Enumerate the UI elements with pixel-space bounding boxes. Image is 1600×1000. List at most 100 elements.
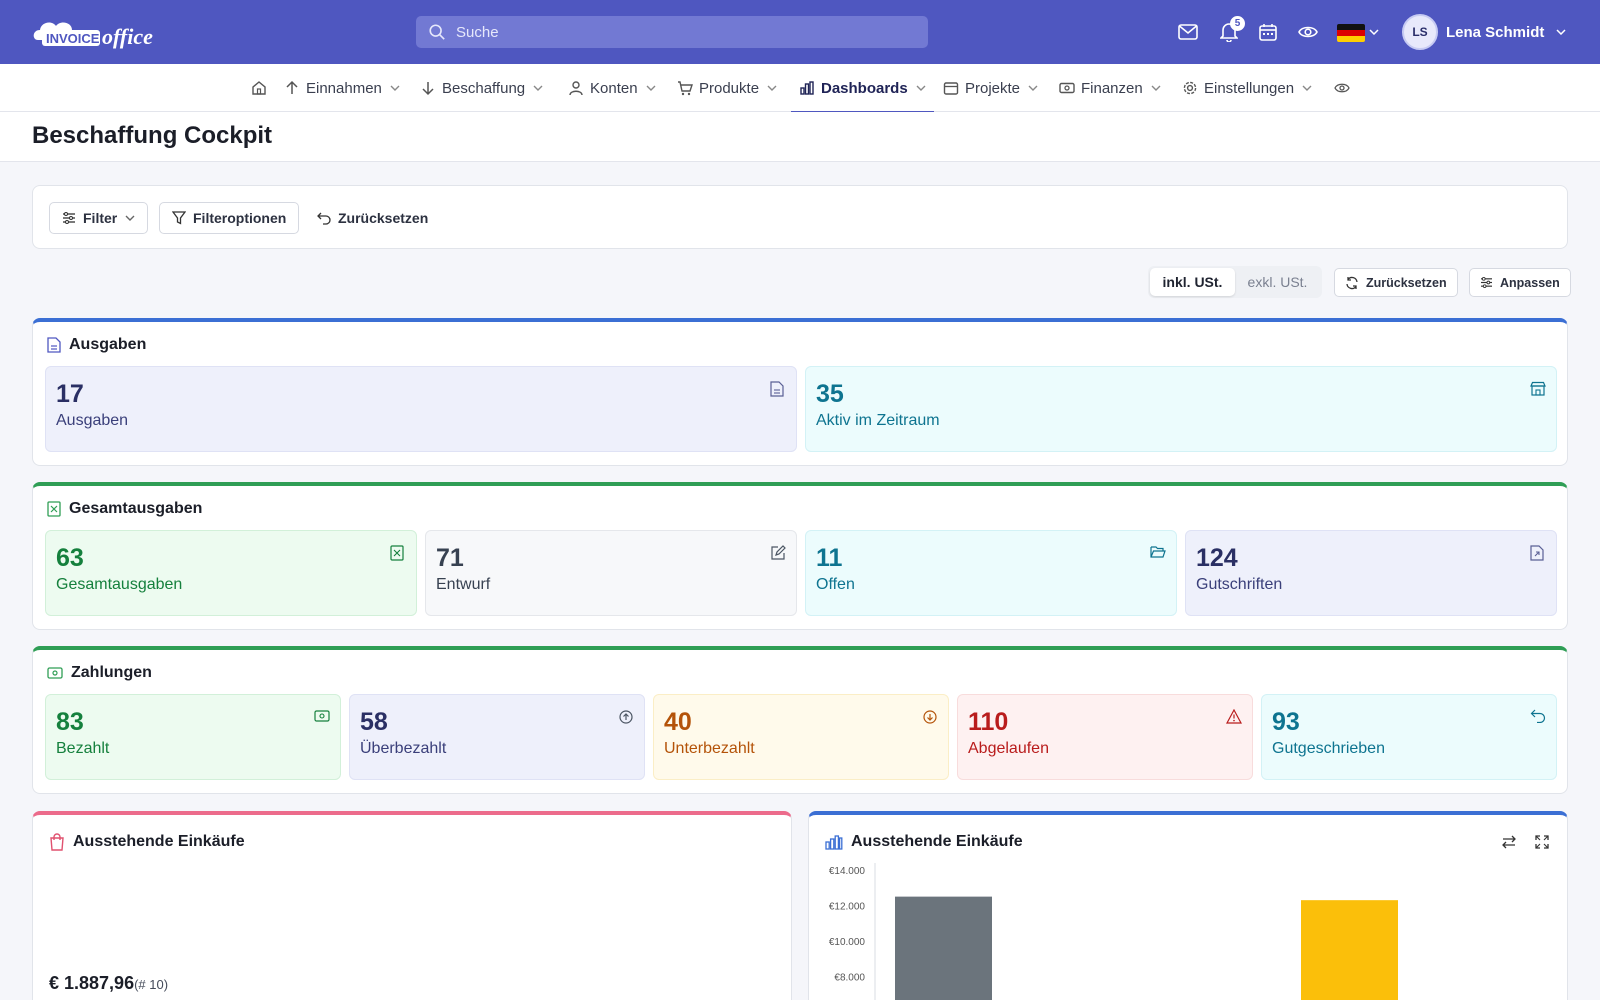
y-tick-label: €14.000	[829, 866, 866, 877]
home-icon	[251, 80, 267, 96]
pending-purchases-card: Ausstehende Einkäufe € 1.887,96(# 10)	[32, 811, 792, 1000]
section-title: Zahlungen	[47, 664, 152, 682]
logo-text-invoice: INVOICE	[46, 31, 100, 46]
filter-reset-button[interactable]: Zurücksetzen	[317, 202, 428, 234]
credit-note-icon	[1530, 545, 1546, 561]
filter-button[interactable]: Filter	[49, 202, 149, 234]
nav-beschaffung[interactable]: Beschaffung	[420, 64, 543, 112]
chevron-down-icon	[125, 215, 135, 221]
refresh-reset-label: Zurücksetzen	[1366, 275, 1447, 290]
kpi-value: 83	[56, 708, 84, 736]
nav-produkte[interactable]: Produkte	[677, 64, 777, 112]
undo-icon	[1530, 709, 1546, 725]
chevron-down-icon	[1028, 85, 1038, 91]
nav-label: Einnahmen	[306, 79, 382, 97]
kpi-tile-gesamtausgaben[interactable]: 63 Gesamtausgaben	[45, 530, 417, 616]
chevron-down-icon	[1151, 85, 1161, 91]
customize-button[interactable]: Anpassen	[1469, 268, 1571, 297]
nav-einstellungen[interactable]: Einstellungen	[1182, 64, 1312, 112]
nav-label: Einstellungen	[1204, 79, 1295, 97]
incl-tax-option[interactable]: inkl. USt.	[1150, 268, 1235, 296]
bar-chart-icon	[799, 80, 815, 96]
excl-tax-option[interactable]: exkl. USt.	[1247, 274, 1308, 290]
spreadsheet-icon	[47, 501, 61, 517]
chevron-down-icon	[1302, 85, 1312, 91]
kpi-value: 40	[664, 708, 692, 736]
cart-icon	[677, 80, 693, 96]
pending-chart-card: Ausstehende Einkäufe €14.000 €12.000 €10.0…	[808, 811, 1568, 1000]
refresh-reset-button[interactable]: Zurücksetzen	[1334, 268, 1458, 297]
sliders-icon	[1481, 277, 1492, 288]
nav-label: Projekte	[965, 79, 1021, 97]
search-icon	[429, 24, 445, 40]
document-icon	[47, 337, 61, 353]
kpi-tile-offen[interactable]: 11 Offen	[805, 530, 1177, 616]
nav-finanzen[interactable]: Finanzen	[1059, 64, 1161, 112]
chevron-down-icon	[646, 85, 656, 91]
kpi-value: 17	[56, 380, 84, 408]
nav-label: Dashboards	[821, 79, 908, 97]
user-menu[interactable]: LS Lena Schmidt	[1402, 14, 1566, 50]
page-title: Beschaffung Cockpit	[32, 122, 273, 149]
nav-konten[interactable]: Konten	[568, 64, 656, 112]
nav-eye-toggle[interactable]	[1334, 64, 1356, 112]
language-flag-icon[interactable]	[1337, 24, 1365, 42]
kpi-tile-entwurf[interactable]: 71 Entwurf	[425, 530, 797, 616]
kpi-tile-abgelaufen[interactable]: 110 Abgelaufen	[957, 694, 1253, 780]
kpi-value: 58	[360, 708, 388, 736]
section-zahlungen: Zahlungen 83 Bezahlt 58 Überbezahlt 40 U…	[32, 646, 1568, 794]
kpi-value: 11	[816, 544, 843, 572]
pending-amount: € 1.887,96(# 10)	[49, 973, 168, 994]
customize-label: Anpassen	[1500, 275, 1560, 290]
shopping-bag-icon	[50, 833, 64, 851]
swap-icon[interactable]	[1501, 835, 1517, 849]
chevron-down-icon	[390, 85, 400, 91]
user-icon	[568, 80, 584, 96]
nav-projekte[interactable]: Projekte	[943, 64, 1038, 112]
top-bar: INVOICE office 5 LS Lena Schmidt	[0, 0, 1600, 64]
arrow-down-icon	[420, 80, 436, 96]
bell-icon[interactable]: 5	[1218, 16, 1245, 43]
section-title-text: Gesamtausgaben	[69, 500, 203, 517]
pending-bar-chart: €14.000 €12.000 €10.000 €8.000	[829, 863, 1398, 1000]
logo-text-office: office	[102, 24, 153, 49]
warning-icon	[1226, 709, 1242, 725]
kpi-tile-aktiv[interactable]: 35 Aktiv im Zeitraum	[805, 366, 1557, 452]
mail-icon[interactable]	[1177, 21, 1199, 43]
notification-badge: 5	[1230, 16, 1245, 31]
kpi-label: Abgelaufen	[968, 740, 1049, 757]
kpi-label: Entwurf	[436, 576, 491, 593]
arrow-up-icon	[284, 80, 300, 96]
y-tick-label: €12.000	[829, 902, 866, 913]
nav-dashboards[interactable]: Dashboards	[791, 64, 934, 113]
filter-options-label: Filteroptionen	[193, 210, 287, 226]
app-logo[interactable]: INVOICE office	[30, 14, 180, 50]
search-bar[interactable]	[416, 16, 928, 48]
kpi-label: Bezahlt	[56, 740, 110, 757]
funnel-icon	[172, 211, 186, 225]
expand-icon[interactable]	[1535, 835, 1549, 849]
nav-einnahmen[interactable]: Einnahmen	[284, 64, 400, 112]
search-input[interactable]	[456, 23, 896, 41]
user-chevron-icon	[1556, 29, 1566, 35]
home-nav[interactable]	[251, 64, 273, 112]
kpi-label: Gutschriften	[1196, 576, 1283, 593]
y-tick-label: €10.000	[829, 937, 866, 948]
kpi-tile-gutschriften[interactable]: 124 Gutschriften	[1185, 530, 1557, 616]
chart-bar[interactable]	[1301, 900, 1398, 1000]
kpi-tile-ueberbezahlt[interactable]: 58 Überbezahlt	[349, 694, 645, 780]
language-chevron-icon[interactable]	[1368, 21, 1380, 43]
sliders-icon	[63, 212, 75, 224]
kpi-tile-bezahlt[interactable]: 83 Bezahlt	[45, 694, 341, 780]
chart-tools	[1501, 835, 1549, 849]
kpi-tile-unterbezahlt[interactable]: 40 Unterbezahlt	[653, 694, 949, 780]
filter-options-button[interactable]: Filteroptionen	[159, 202, 300, 234]
kpi-tile-ausgaben[interactable]: 17 Ausgaben	[45, 366, 797, 452]
eye-icon[interactable]	[1297, 21, 1319, 43]
section-title-text: Ausgaben	[69, 336, 147, 353]
kpi-tile-gutgeschrieben[interactable]: 93 Gutgeschrieben	[1261, 694, 1557, 780]
calendar-icon[interactable]	[1257, 21, 1279, 43]
kpi-label: Gutgeschrieben	[1272, 740, 1385, 757]
filter-reset-label: Zurücksetzen	[338, 210, 429, 226]
chart-bar[interactable]	[895, 896, 992, 1000]
